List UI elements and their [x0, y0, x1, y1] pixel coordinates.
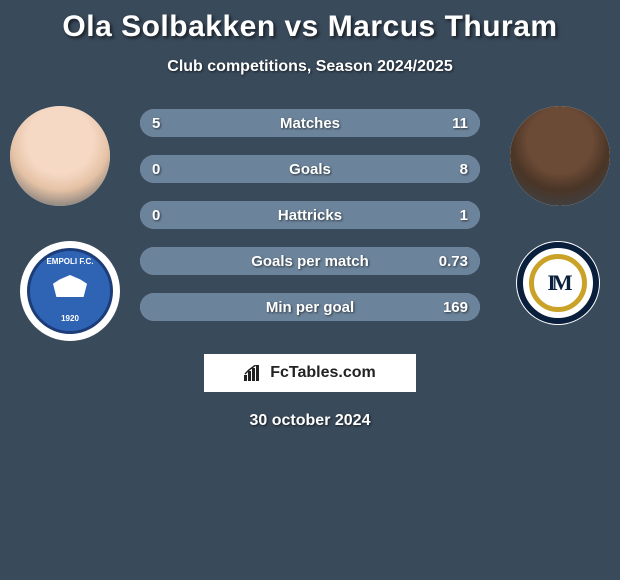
stat-value-right: 8 — [460, 155, 468, 183]
club-left-badge: EMPOLI F.C. 1920 — [20, 241, 120, 341]
stat-bar: 5Matches11 — [140, 109, 480, 137]
stat-label: Min per goal — [140, 293, 480, 321]
player-left-face — [10, 106, 110, 206]
stat-bar: Min per goal169 — [140, 293, 480, 321]
player-left-avatar — [10, 106, 110, 206]
club-right-badge: IM — [516, 241, 600, 325]
page-title: Ola Solbakken vs Marcus Thuram — [0, 10, 620, 44]
empoli-shield-icon: EMPOLI F.C. 1920 — [27, 248, 113, 334]
stat-value-right: 11 — [452, 109, 468, 137]
date-text: 30 october 2024 — [0, 412, 620, 430]
brand-text: FcTables.com — [270, 364, 376, 382]
club-left-year: 1920 — [61, 314, 79, 323]
comparison-panel: EMPOLI F.C. 1920 IM 5Matches11 0Goals8 0Ha… — [0, 106, 620, 346]
stat-bar: 0Hattricks1 — [140, 201, 480, 229]
brand-box: FcTables.com — [204, 354, 416, 392]
stat-bars: 5Matches11 0Goals8 0Hattricks1 Goals per ma… — [140, 109, 480, 339]
stat-value-right: 1 — [460, 201, 468, 229]
player-right-avatar — [510, 106, 610, 206]
stat-label: Goals per match — [140, 247, 480, 275]
stat-value-right: 0.73 — [439, 247, 468, 275]
player-right-face — [510, 106, 610, 206]
stat-bar: 0Goals8 — [140, 155, 480, 183]
club-left-name-top: EMPOLI F.C. — [46, 257, 93, 266]
stat-value-right: 169 — [443, 293, 468, 321]
inter-shield-icon: IM — [517, 242, 599, 324]
stat-label: Goals — [140, 155, 480, 183]
stat-label: Matches — [140, 109, 480, 137]
subtitle: Club competitions, Season 2024/2025 — [0, 58, 620, 76]
brand-footer: FcTables.com — [0, 354, 620, 392]
stat-bar: Goals per match0.73 — [140, 247, 480, 275]
club-right-monogram: IM — [547, 270, 568, 296]
bar-chart-icon — [244, 365, 264, 381]
stat-label: Hattricks — [140, 201, 480, 229]
